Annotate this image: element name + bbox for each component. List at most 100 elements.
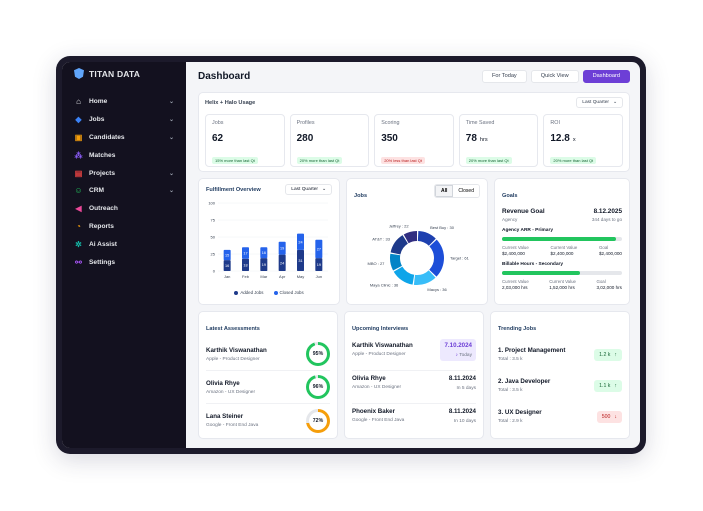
trend-value: 500 — [601, 413, 611, 420]
trending-list: 1. Project Management Total : 3.5 k 1.2 k ↑… — [498, 339, 622, 432]
x-tick-label: Jan — [224, 274, 230, 279]
trending-job-row[interactable]: 2. Java Developer Total : 3.5 k 1.1 k ↑ — [498, 370, 622, 401]
sidebar-item-outreach[interactable]: ◀ Outreach — [70, 200, 178, 218]
interview-when-row: ♪ Today — [444, 353, 472, 358]
donut-slice-label: Target : 61 — [450, 256, 470, 261]
trending-job-row[interactable]: 3. UX Designer Total : 2.9 k 500 ↓ — [498, 401, 622, 432]
view-button-for-today[interactable]: For Today — [481, 69, 527, 83]
fulfillment-panel: Fulfillment Overview Last Quarter ⌄ 0 25 5… — [198, 178, 340, 305]
chevron-down-icon: ⌄ — [321, 187, 326, 192]
trending-job-row[interactable]: 1. Project Management Total : 3.5 k 1.2 k ↑ — [498, 339, 622, 370]
shield-logo-icon — [74, 68, 84, 79]
primary-current2-value: $2,400,000 — [550, 251, 574, 256]
stat-delta-badge: 20% more than last Qt — [465, 157, 512, 164]
interview-row[interactable]: Phoenix Baker Google - Front End Java 8.11… — [352, 404, 476, 437]
sidebar-item-settings[interactable]: ⚯ Settings — [70, 253, 178, 271]
briefcase-icon: ▤ — [74, 168, 83, 178]
interview-info: Karthik Viswanathan Apple - Product Desig… — [352, 342, 413, 357]
stat-unit: x — [572, 137, 576, 143]
revenue-goal-date: 8.12.2025 — [593, 208, 622, 215]
assessment-row[interactable]: Lana Steiner Google - Front End Java 72% — [206, 404, 330, 437]
x-tick-label: Jun — [316, 274, 322, 279]
x-tick-label: Feb — [242, 274, 250, 279]
fulfillment-period-dropdown[interactable]: Last Quarter ⌄ — [285, 184, 332, 195]
trending-job-info: 3. UX Designer Total : 2.9 k — [498, 409, 542, 424]
jobs-tab-all[interactable]: All — [435, 185, 454, 197]
usage-panel: Helix + Halo Usage Last Quarter ⌄ Jobs 62… — [198, 92, 630, 172]
chevron-down-icon: ⌄ — [168, 99, 174, 106]
sidebar-item-home[interactable]: ⌂ Home ⌄ — [70, 93, 178, 111]
legend-item: Added Jobs — [234, 290, 264, 295]
candidate-role: Amazon - UX Designer — [352, 385, 402, 390]
score-ring: 72% — [306, 408, 330, 433]
primary-goal-target-value: $2,400,000 — [599, 251, 622, 256]
interviews-title: Upcoming Interviews — [352, 326, 409, 332]
candidate-role: Apple - Product Designer — [206, 356, 260, 362]
jobs-tab-closed[interactable]: Closed — [453, 185, 479, 197]
sidebar-item-ai-assist[interactable]: ✲ Ai Assist — [70, 235, 178, 253]
stat-value: 280 — [296, 133, 314, 144]
bar-value-label: 19 — [280, 247, 284, 251]
bar-value-label: 31 — [298, 259, 302, 263]
candidate-role: Google - Front End Java — [206, 423, 259, 428]
x-tick-label: Mar — [260, 274, 268, 279]
usage-period-dropdown[interactable]: Last Quarter ⌄ — [576, 97, 623, 108]
bar-value-label: 16 — [262, 251, 266, 255]
bar-added-jobs — [315, 258, 323, 271]
interview-when: In 5 days — [456, 386, 476, 391]
trend-value: 1.2 k — [599, 351, 611, 358]
workflow-icon: ⚯ — [75, 257, 82, 267]
job-name: 3. UX Designer — [498, 409, 542, 416]
sidebar-item-label: Settings — [89, 258, 116, 266]
primary-goal-progress-fill — [502, 237, 616, 241]
stat-value: 350 — [381, 133, 398, 144]
candidate-role: Apple - Product Designer — [352, 352, 406, 357]
interview-row[interactable]: Karthik Viswanathan Apple - Product Desig… — [352, 338, 476, 371]
view-switcher: For Today Quick View Dashboard — [481, 69, 630, 83]
bar-value-label: 16 — [225, 264, 229, 268]
view-button-quick-view[interactable]: Quick View — [530, 69, 579, 83]
stat-value: 78 — [465, 133, 477, 144]
primary-current2-label: Current Value — [550, 245, 578, 250]
revenue-goal-scope: Agency — [502, 217, 518, 222]
sidebar-item-label: Jobs — [89, 116, 105, 124]
stat-value-row: 12.8 x — [550, 133, 616, 144]
donut-slice-jeffrey — [403, 231, 417, 244]
job-total: Total : 3.5 k — [498, 388, 523, 393]
sidebar-item-matches[interactable]: ⁂ Matches — [70, 146, 178, 164]
goals-panel: Goals Revenue Goal 8.12.2025 Agency 344 … — [494, 178, 630, 305]
candidate-role: Amazon - UX Designer — [206, 389, 256, 395]
primary-current-value: $2,400,000 — [502, 251, 525, 256]
users-icon: ☺ — [74, 186, 83, 196]
sidebar-item-jobs[interactable]: ◆ Jobs ⌄ — [70, 111, 178, 129]
interview-schedule: 8.11.2024 In 5 days — [449, 375, 476, 391]
assessment-row[interactable]: Karthik Viswanathan Apple - Product Desig… — [206, 338, 330, 371]
y-tick-label: 75 — [211, 218, 216, 223]
sidebar-item-crm[interactable]: ☺ CRM ⌄ — [70, 182, 178, 200]
bar-value-label: 19 — [262, 263, 266, 267]
chevron-down-icon: ⌄ — [612, 100, 617, 105]
stat-delta-badge: 20% less than last Qt — [381, 157, 425, 164]
primary-goal-label: Agency ARR - Primary — [502, 228, 554, 233]
job-name: 1. Project Management — [498, 347, 566, 354]
sidebar-item-reports[interactable]: ◔ Reports — [70, 218, 178, 236]
interview-row[interactable]: Olivia Rhye Amazon - UX Designer 8.11.2024… — [352, 371, 476, 404]
bar-added-jobs — [242, 258, 249, 271]
brand-logo[interactable]: TITAN DATA — [74, 68, 178, 79]
secondary-current2-label: Current Value — [549, 279, 576, 284]
bar-value-label: 27 — [317, 247, 321, 251]
ai-sparkle-icon: ✲ — [75, 239, 82, 249]
sidebar-item-candidates[interactable]: ▣ Candidates ⌄ — [70, 129, 178, 147]
score-ring: 95% — [306, 342, 330, 366]
stat-card-time-saved: Time Saved 78 hrs 20% more than last Qt — [458, 114, 539, 167]
candidate-name: Lana Steiner — [206, 413, 244, 420]
assessment-row[interactable]: Olivia Rhye Amazon - UX Designer 96% — [206, 371, 330, 404]
y-tick-label: 0 — [213, 269, 216, 274]
primary-current-label: Current Value — [502, 245, 529, 250]
interview-info: Olivia Rhye Amazon - UX Designer — [352, 375, 401, 390]
revenue-goal-label: Revenue Goal — [502, 208, 545, 215]
view-button-dashboard[interactable]: Dashboard — [582, 69, 630, 83]
sidebar-item-projects[interactable]: ▤ Projects ⌄ — [70, 164, 178, 182]
primary-goal-target-label: Goal — [599, 245, 609, 250]
donut-slice-label: Macys : 36 — [427, 287, 447, 292]
